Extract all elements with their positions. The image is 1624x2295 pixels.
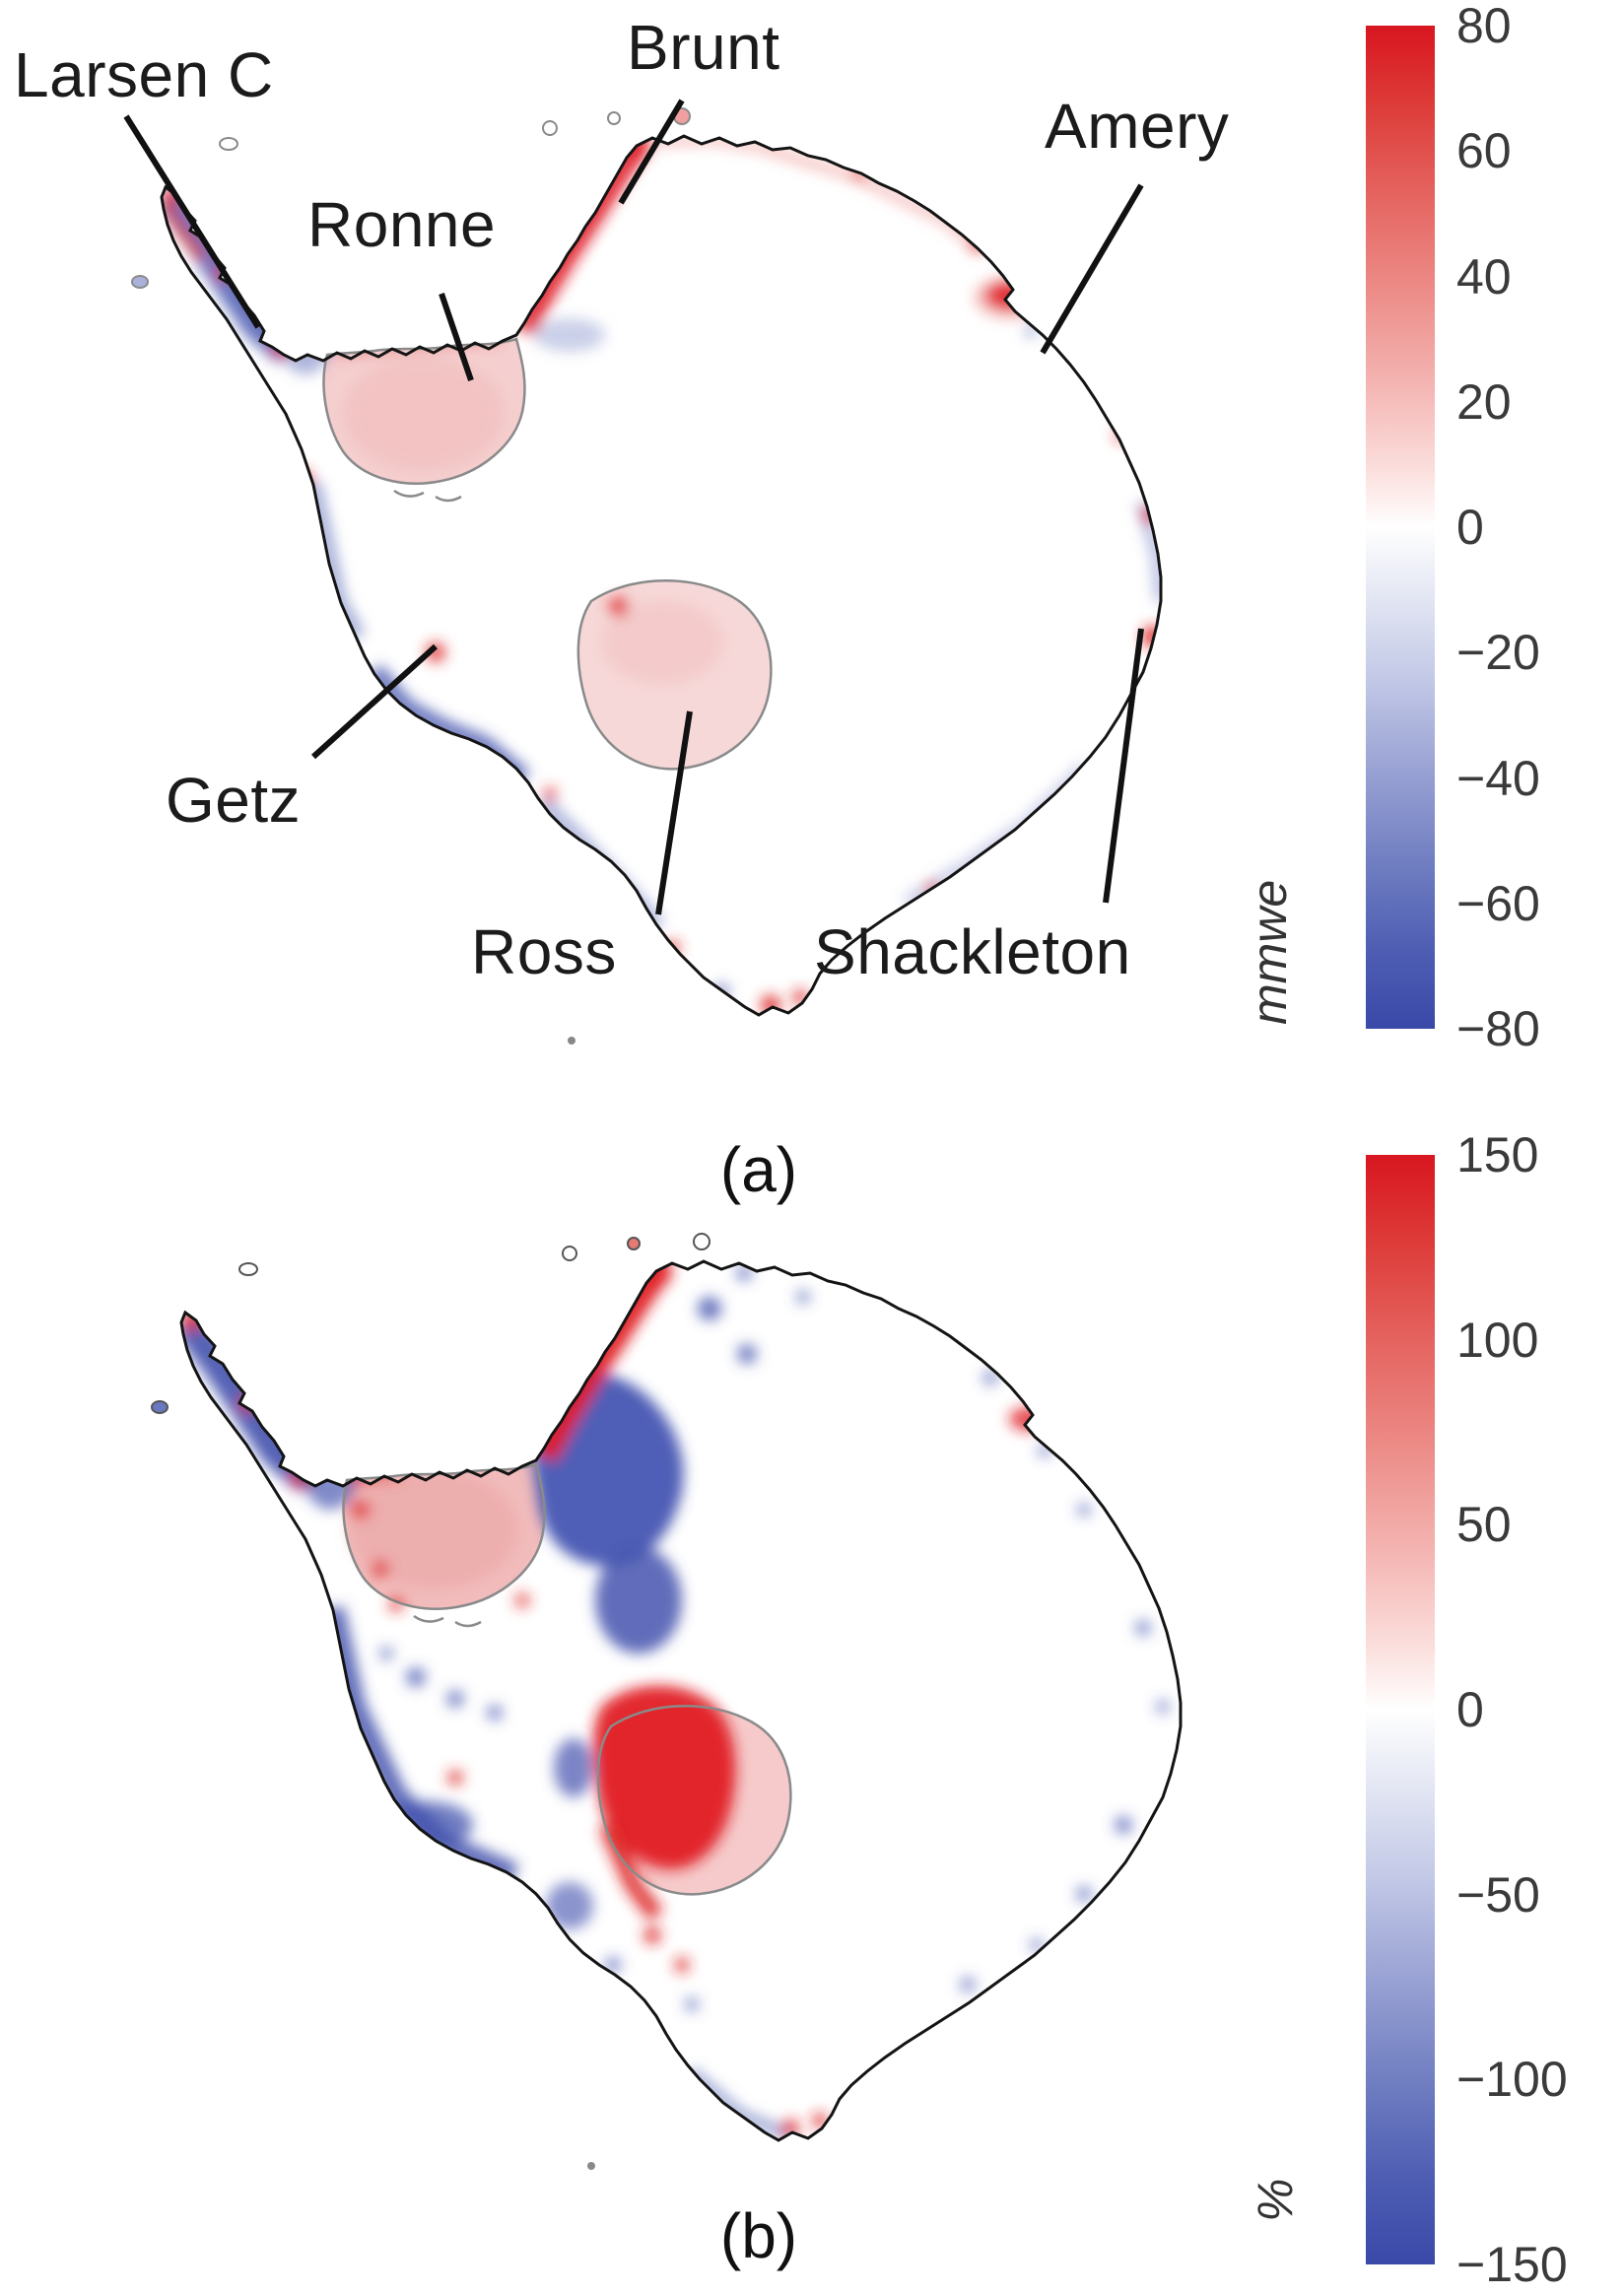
leader-amery [1040,183,1144,355]
panel-a-letter: (a) [719,1134,798,1205]
label-amery: Amery [1045,91,1230,162]
antarctica-map-b [151,1233,1183,2170]
colorbar-tick: 40 [1456,248,1512,304]
leader-larsen-c [123,114,261,329]
panel-b: 150 100 50 0 −50 −100 −150 % (b) [0,1127,1624,2295]
label-ronne: Ronne [307,189,497,260]
colorbar-a-ticks: 80 60 40 20 0 −20 −40 −60 −80 [1456,0,1624,1056]
label-brunt: Brunt [627,12,780,83]
shelf-squiggle [435,495,462,503]
label-ross: Ross [471,916,617,987]
leader-ross [655,710,693,915]
colorbar-tick: −80 [1456,1001,1540,1056]
colorbar-tick: 20 [1456,373,1512,430]
colorbar-tick: −150 [1456,2237,1568,2292]
islands-a [131,107,691,1045]
shelf-squiggle [413,1614,444,1623]
colorbar-tick: −60 [1456,875,1540,931]
colorbar-b-ticks: 150 100 50 0 −50 −100 −150 [1456,1127,1624,2292]
colorbar-a [1366,26,1435,1029]
colorbar-tick: −20 [1456,625,1540,681]
leader-getz [310,643,439,760]
islands-b [151,1233,710,2170]
colorbar-tick: 60 [1456,123,1512,179]
shelf-squiggle [454,1620,482,1628]
colorbar-tick: −40 [1456,750,1540,806]
colorbar-tick: 50 [1456,1497,1512,1553]
colorbar-tick: −100 [1456,2052,1568,2108]
panel-a: Larsen C Ronne Brunt Amery Getz Ross Sha… [14,0,1624,1205]
colorbar-tick: 150 [1456,1127,1539,1182]
shelf-squiggle [393,489,425,498]
colorbar-tick: 0 [1456,1682,1484,1737]
colorbar-b [1366,1155,1435,2264]
label-getz: Getz [166,765,302,836]
label-larsen-c: Larsen C [14,39,274,110]
leader-lines [123,99,1144,915]
colorbar-tick: 0 [1456,500,1484,555]
panel-b-letter: (b) [719,2200,798,2271]
colorbar-tick: 80 [1456,0,1512,53]
label-shackleton: Shackleton [814,916,1131,987]
colorbar-tick: 100 [1456,1312,1539,1368]
leader-brunt [618,99,685,205]
colorbar-tick: −50 [1456,1866,1540,1923]
antarctica-map-a [123,99,1163,1045]
colorbar-a-unit: mmwe [1242,879,1297,1025]
leader-shackleton [1103,628,1144,904]
colorbar-b-unit: % [1248,2178,1303,2222]
leader-ronne [439,293,474,381]
